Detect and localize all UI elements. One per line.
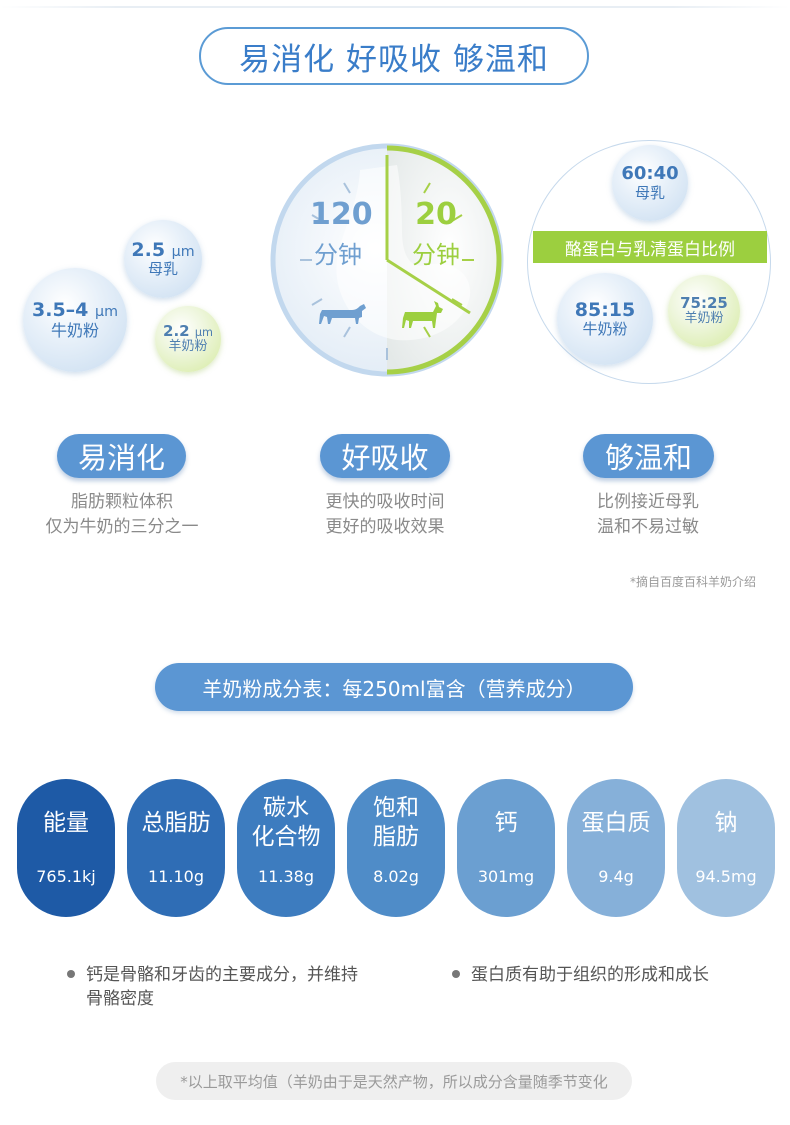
feature-gentle-line1: 比例接近母乳	[597, 492, 699, 512]
goat-ratio-label: 羊奶粉	[684, 311, 724, 327]
cow-ratio-bubble: 85:15 牛奶粉	[557, 273, 653, 365]
goat-milk-particle-bubble: 2.2 μm 羊奶粉	[155, 306, 221, 372]
feature-easy-digest-pill: 易消化	[57, 434, 186, 478]
nutrient-total-fat-value: 11.10g	[148, 867, 204, 886]
nutrient-energy: 能量 765.1kj	[17, 779, 115, 917]
bullet-calcium-line1: 钙是骨骼和牙齿的主要成分，并维持	[86, 965, 358, 985]
cow-ratio-value: 85:15	[574, 298, 636, 321]
goat-particle-unit: μm	[194, 325, 213, 339]
top-divider	[0, 6, 790, 8]
nutrition-banner: 羊奶粉成分表：每250ml富含（营养成分）	[155, 663, 633, 711]
bullet-dot-protein	[452, 970, 460, 978]
feature-absorb-desc: 更快的吸收时间 更好的吸收效果	[285, 490, 485, 540]
mother-particle-label: 母乳	[147, 260, 178, 279]
goat-ratio-bubble: 75:25 羊奶粉	[668, 275, 740, 347]
cow-digest-minutes: 120	[310, 197, 373, 232]
nutrient-protein: 蛋白质 9.4g	[567, 779, 665, 917]
clock-ticks	[300, 182, 388, 360]
goat-ratio-value: 75:25	[680, 293, 728, 312]
cow-ratio-label: 牛奶粉	[582, 320, 628, 339]
goat-digest-minutes: 20	[415, 197, 457, 232]
nutrient-sodium-name: 钠	[714, 809, 738, 836]
protein-ratio-banner-text: 酪蛋白与乳清蛋白比例	[565, 239, 735, 260]
header-title-pill: 易消化 好吸收 够温和	[199, 27, 589, 85]
feature-gentle-title: 够温和	[604, 441, 692, 475]
cow-particle-unit: μm	[95, 303, 118, 320]
footer-note: *以上取平均值（羊奶由于是天然产物，所以成分含量随季节变化	[180, 1072, 608, 1091]
mother-ratio-value: 60:40	[621, 163, 679, 185]
mother-ratio-label: 母乳	[634, 183, 665, 202]
protein-ratio-banner: 酪蛋白与乳清蛋白比例	[533, 231, 767, 263]
feature-absorb-title: 好吸收	[341, 441, 429, 475]
nutrient-saturated-fat-value: 8.02g	[373, 867, 419, 886]
clock-green-arc	[386, 145, 502, 375]
nutrient-carbohydrate: 碳水 化合物 11.38g	[237, 779, 335, 917]
mother-milk-particle-bubble: 2.5 μm 母乳	[124, 220, 202, 298]
absorption-time-clock: 120 分钟 20 分钟	[262, 135, 512, 385]
feature-gentle-desc: 比例接近母乳 温和不易过敏	[548, 490, 748, 540]
cow-particle-label: 牛奶粉	[50, 320, 99, 340]
clock-ticks-green	[423, 182, 474, 338]
nutrient-carbohydrate-value: 11.38g	[258, 867, 314, 886]
cow-digest-unit: 分钟	[314, 241, 362, 269]
goat-icon	[402, 301, 443, 328]
feature-absorb-line1: 更快的吸收时间	[325, 492, 445, 512]
nutrient-carbohydrate-name: 碳水	[263, 795, 309, 821]
feature-absorb-pill: 好吸收	[320, 434, 450, 478]
goat-particle-value: 2.2	[163, 321, 190, 340]
header-title: 易消化 好吸收 够温和	[239, 41, 549, 78]
nutrient-saturated-fat: 饱和 脂肪 8.02g	[347, 779, 445, 917]
feature-easy-digest-line1: 脂肪颗粒体积	[71, 492, 173, 512]
feature-absorb-line2: 更好的吸收效果	[325, 517, 445, 537]
nutrient-protein-value: 9.4g	[598, 867, 634, 886]
cow-particle-value: 3.5–4	[32, 298, 89, 321]
bullet-calcium-line2: 骨骼密度	[86, 989, 154, 1009]
nutrient-total-fat-name: 总脂肪	[141, 809, 211, 836]
bullet-protein: 蛋白质有助于组织的形成和成长	[471, 965, 709, 985]
source-note: *摘自百度百科羊奶介绍	[629, 575, 756, 589]
mother-particle-value: 2.5	[131, 238, 166, 261]
feature-easy-digest-line2: 仅为牛奶的三分之一	[45, 517, 199, 537]
nutrient-calcium-value: 301mg	[477, 867, 535, 886]
bullet-calcium: 钙是骨骼和牙齿的主要成分，并维持 骨骼密度	[86, 963, 396, 1011]
cow-milk-particle-bubble: 3.5–4 μm 牛奶粉	[23, 268, 127, 372]
mother-ratio-bubble: 60:40 母乳	[612, 145, 688, 221]
bullet-dot-calcium	[67, 970, 75, 978]
nutrition-banner-text: 羊奶粉成分表：每250ml富含（营养成分）	[202, 676, 586, 701]
nutrient-energy-name: 能量	[43, 809, 89, 836]
nutrient-saturated-fat-name: 饱和	[373, 795, 419, 821]
feature-gentle-line2: 温和不易过敏	[597, 517, 699, 537]
clock-graphic	[270, 143, 504, 377]
stomach-silhouette	[336, 165, 471, 341]
feature-easy-digest-title: 易消化	[77, 441, 165, 475]
feature-easy-digest-desc: 脂肪颗粒体积 仅为牛奶的三分之一	[10, 490, 234, 540]
feature-gentle-pill: 够温和	[583, 434, 714, 478]
footer-note-pill: *以上取平均值（羊奶由于是天然产物，所以成分含量随季节变化	[156, 1062, 632, 1100]
mother-particle-unit: μm	[171, 243, 195, 260]
cow-icon	[319, 304, 366, 324]
clock-hour-hand	[386, 258, 471, 315]
nutrient-protein-name: 蛋白质	[581, 809, 651, 836]
nutrient-calcium-name: 钙	[494, 809, 518, 836]
goat-digest-unit: 分钟	[412, 241, 460, 269]
goat-particle-label: 羊奶粉	[168, 339, 208, 355]
nutrient-sodium-value: 94.5mg	[695, 867, 757, 886]
nutrient-sodium: 钠 94.5mg	[677, 779, 775, 917]
nutrient-calcium: 钙 301mg	[457, 779, 555, 917]
nutrient-energy-value: 765.1kj	[36, 867, 96, 886]
nutrient-total-fat: 总脂肪 11.10g	[127, 779, 225, 917]
